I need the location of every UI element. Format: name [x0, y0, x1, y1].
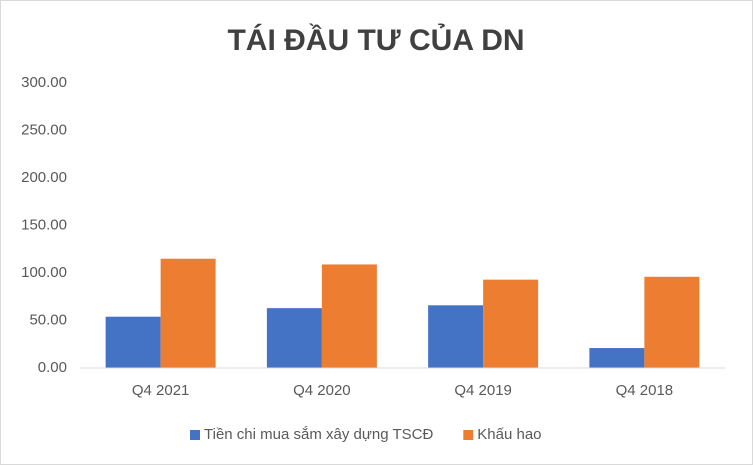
x-tick-label: Q4 2019	[454, 382, 512, 399]
bar	[589, 348, 645, 368]
y-tick-label: 150.00	[21, 216, 67, 233]
legend-label: Tiền chi mua sắm xây dựng TSCĐ	[204, 426, 433, 443]
legend-label: Khấu hao	[477, 426, 541, 443]
bar	[428, 305, 484, 368]
bar	[321, 264, 377, 368]
bar	[160, 258, 216, 368]
y-tick-label: 200.00	[21, 169, 67, 186]
y-tick-label: 300.00	[21, 74, 67, 91]
x-tick-label: Q4 2021	[132, 382, 190, 399]
x-tick-label: Q4 2018	[616, 382, 674, 399]
chart-title: TÁI ĐẦU TƯ CỦA DN	[227, 23, 524, 57]
bar	[266, 308, 322, 368]
legend-swatch	[463, 430, 474, 440]
y-tick-label: 50.00	[29, 311, 67, 328]
legend-swatch	[190, 430, 200, 440]
y-tick-label: 100.00	[21, 264, 67, 281]
x-tick-label: Q4 2020	[293, 382, 351, 399]
bar	[644, 276, 700, 368]
y-tick-label: 0.00	[38, 359, 67, 376]
y-tick-label: 250.00	[21, 121, 67, 138]
bar	[105, 316, 161, 368]
bar	[483, 279, 539, 368]
